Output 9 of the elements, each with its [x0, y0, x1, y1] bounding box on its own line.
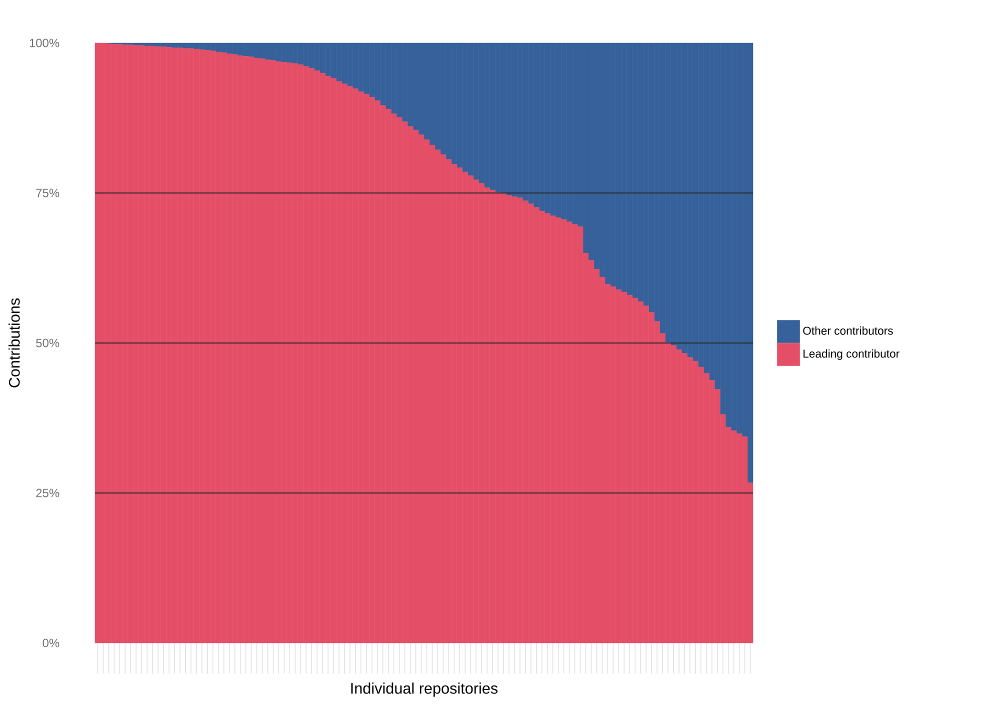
y-axis-title: Contributions [8, 298, 20, 388]
legend-label: Leading contributor [804, 349, 900, 360]
y-tick-label: 25% [36, 488, 60, 498]
y-tick-label: 75% [36, 188, 60, 198]
y-tick-label: 50% [36, 338, 60, 348]
x-axis-title: Individual repositories [351, 682, 498, 697]
y-tick-label: 0% [42, 638, 60, 648]
legend-label: Other contributors [803, 326, 893, 335]
y-tick-label: 100% [30, 38, 60, 48]
